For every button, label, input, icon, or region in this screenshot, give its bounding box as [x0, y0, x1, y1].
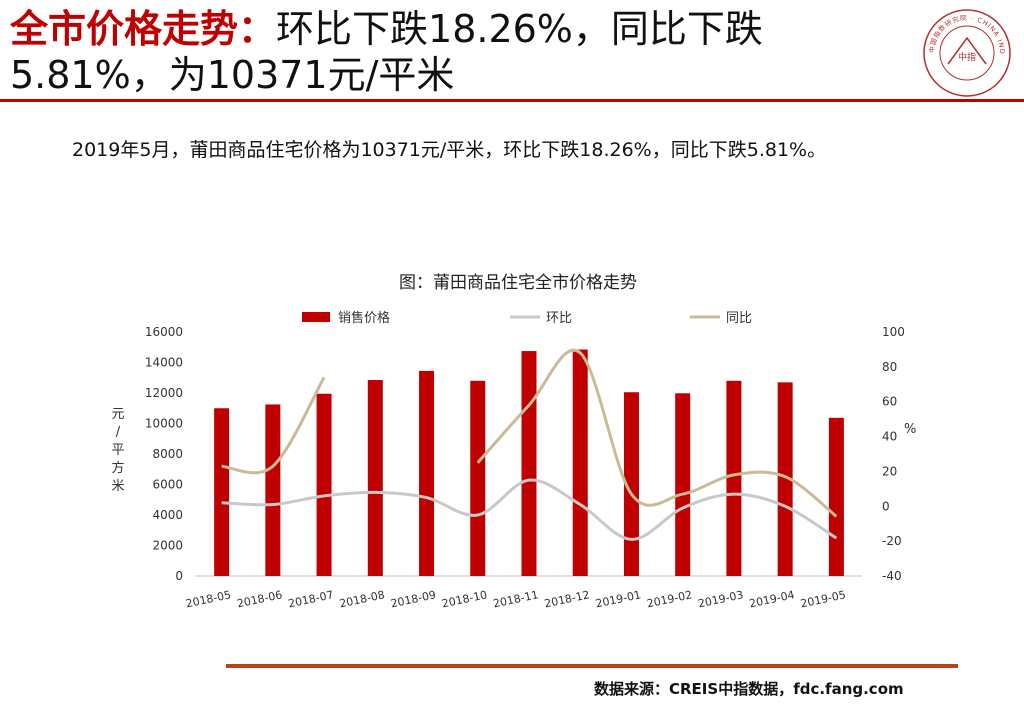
y-tick-label: 2000 [152, 539, 183, 553]
summary-text: 2019年5月，莆田商品住宅价格为10371元/平米，环比下跌18.26%，同比… [72, 139, 827, 161]
chart-title: 图：莆田商品住宅全市价格走势 [399, 273, 637, 293]
academy-logo: 中指 中国指数研究院 · CHINA INDEX ACADEMY [922, 8, 1011, 97]
y-tick-label: 14000 [145, 356, 183, 370]
x-tick-label: 2018-05 [185, 588, 233, 610]
y2-tick-label: 40 [882, 430, 897, 444]
y-tick-label: 4000 [152, 508, 183, 522]
price-bar [470, 380, 486, 576]
x-tick-label: 2019-04 [748, 588, 796, 610]
x-tick-label: 2018-08 [338, 588, 386, 610]
y2-tick-label: 60 [882, 395, 897, 409]
x-tick-label: 2019-03 [697, 588, 745, 610]
price-bar [265, 404, 281, 576]
legend-label: 销售价格 [338, 310, 390, 326]
x-tick-label: 2018-11 [492, 588, 540, 610]
price-bar [214, 408, 230, 576]
x-tick-label: 2019-01 [594, 588, 642, 610]
yoy-line [476, 348, 838, 518]
x-axis-ticks: 2018-05 2018-06 2018-07 2018-08 2018-09 2018-… [185, 588, 847, 610]
price-bar [316, 393, 332, 576]
price-bar [777, 382, 793, 576]
price-bar [623, 392, 639, 576]
price-bar [419, 370, 435, 576]
footer-divider [226, 664, 958, 668]
page-title-rest: 环比下跌18.26%，同比下跌5.81%，为10371元/平米 [10, 7, 763, 97]
y-tick-label: 6000 [152, 478, 183, 492]
price-bar [521, 351, 537, 576]
legend-label: 环比 [546, 311, 572, 326]
price-bar [675, 393, 691, 576]
y-tick-label: 12000 [145, 386, 183, 400]
x-tick-label: 2018-07 [287, 588, 335, 610]
page-title-accent: 全市价格走势： [10, 7, 277, 51]
x-tick-label: 2019-02 [646, 588, 694, 610]
left-axis-label: 元/平方米 [111, 407, 124, 494]
source-note: 数据来源：CREIS中指数据，fdc.fang.com [594, 680, 904, 698]
line-series [221, 348, 838, 541]
chart-legend: 销售价格 环比 同比 [302, 310, 752, 326]
y-tick-label: 10000 [145, 417, 183, 431]
x-tick-label: 2018-12 [543, 588, 591, 610]
x-tick-label: 2018-10 [441, 588, 489, 610]
legend-label: 同比 [726, 311, 752, 326]
y2-tick-label: 100 [882, 325, 905, 339]
legend-swatch-price [302, 312, 330, 322]
y-tick-label: 16000 [145, 325, 183, 339]
yoy-line [221, 376, 326, 475]
price-bar [828, 417, 844, 576]
mom-line [221, 478, 838, 541]
x-tick-label: 2018-09 [389, 588, 437, 610]
title-divider [0, 99, 1024, 102]
bar-series [214, 349, 844, 576]
logo-center-text: 中指 [958, 51, 976, 63]
y2-tick-label: 80 [882, 360, 897, 374]
x-tick-label: 2019-05 [799, 588, 847, 610]
y2-tick-label: -40 [882, 569, 902, 583]
right-axis-label: % [904, 422, 916, 437]
price-bar [572, 349, 588, 576]
x-tick-label: 2018-06 [236, 588, 284, 610]
price-bar [726, 380, 742, 576]
price-bar [367, 380, 383, 576]
right-axis-ticks: -40 -20 0 20 40 60 80 100 [882, 325, 905, 583]
y-tick-label: 8000 [152, 447, 183, 461]
y2-tick-label: 20 [882, 464, 897, 478]
y-tick-label: 0 [175, 569, 183, 583]
y2-tick-label: -20 [882, 534, 902, 548]
page-title: 全市价格走势：环比下跌18.26%，同比下跌5.81%，为10371元/平米 [10, 6, 900, 98]
left-axis-ticks: 0 2000 4000 6000 8000 10000 12000 14000 16000 [145, 325, 183, 583]
y2-tick-label: 0 [882, 499, 890, 513]
